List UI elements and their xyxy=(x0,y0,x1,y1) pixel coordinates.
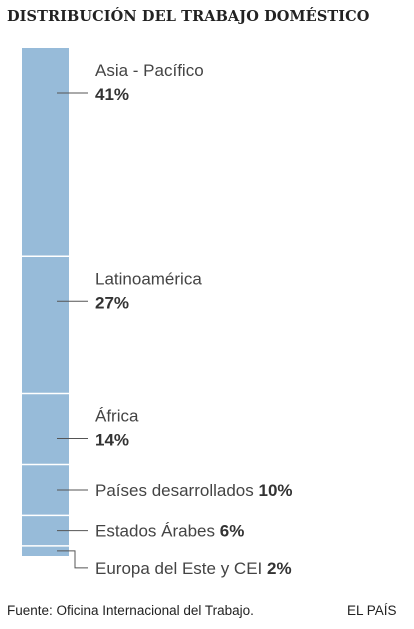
source-note: Fuente: Oficina Internacional del Trabaj… xyxy=(7,603,254,618)
bar-segment-africa xyxy=(22,393,69,465)
value-paises-desarrollados: 10% xyxy=(258,481,292,500)
bar-segment-latinoamerica xyxy=(22,256,69,394)
label-asia-pacifico: Asia - Pacífico xyxy=(95,61,204,80)
label-latinoamerica: Latinoamérica xyxy=(95,269,202,288)
chart-title: DISTRIBUCIÓN DEL TRABAJO DOMÉSTICO xyxy=(7,8,370,25)
value-asia-pacifico: 41% xyxy=(95,85,129,104)
label-paises-desarrollados: Países desarrollados 10% xyxy=(95,481,293,500)
label-africa: África xyxy=(95,406,139,425)
bar-segment-asia-pacifico xyxy=(22,48,69,257)
brand-logo: EL PAÍS xyxy=(347,603,397,618)
value-africa: 14% xyxy=(95,430,129,449)
label-europa-del-este-y-cei: Europa del Este y CEI 2% xyxy=(95,559,292,578)
value-europa-del-este-y-cei: 2% xyxy=(267,559,292,578)
value-estados-arabes: 6% xyxy=(220,522,245,541)
leader-line-europa-del-este-y-cei xyxy=(57,550,88,569)
label-estados-arabes: Estados Árabes 6% xyxy=(95,522,244,541)
stacked-bar-chart: Asia - Pacífico 41% Latinoamérica 27% África… xyxy=(22,48,293,578)
value-latinoamerica: 27% xyxy=(95,293,129,312)
bar-segment-europa-del-este-y-cei xyxy=(22,545,69,556)
